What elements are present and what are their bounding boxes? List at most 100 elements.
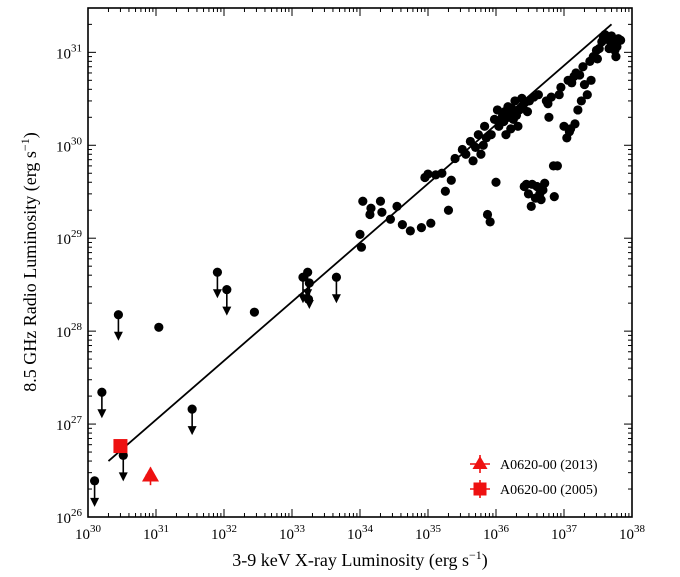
data-point — [533, 90, 543, 100]
data-point — [536, 195, 546, 205]
upper-limit-arrowhead — [304, 299, 314, 309]
fit-line-layer — [107, 23, 613, 462]
data-point — [358, 196, 368, 206]
y-tick-label-exp: 27 — [71, 414, 83, 426]
data-point — [611, 51, 621, 62]
upper-limit-arrowhead — [97, 409, 107, 419]
legend-label-2013: A0620-00 (2013) — [500, 458, 598, 473]
data-point — [578, 62, 588, 72]
x-tick-label-exp: 32 — [226, 523, 237, 535]
y-tick-label: 1027 — [56, 414, 83, 434]
x-tick-label: 1038 — [619, 523, 646, 543]
x-axis-label-sup: −1 — [469, 548, 482, 562]
y-tick-label-base: 10 — [56, 232, 71, 248]
data-point — [546, 92, 556, 102]
data-point — [491, 177, 501, 187]
x-tick-label: 1030 — [75, 523, 102, 543]
data-point — [426, 218, 436, 228]
data-point — [397, 220, 407, 230]
data-point — [576, 96, 586, 106]
data-point — [575, 70, 585, 80]
legend-item-2013: A0620-00 (2013) — [470, 455, 598, 473]
data-point — [549, 192, 559, 202]
data-point — [446, 175, 456, 185]
upper-limit-arrowhead — [187, 426, 197, 436]
y-tick-label: 1030 — [56, 135, 83, 155]
x-tick-label-exp: 36 — [498, 523, 510, 535]
fit-line — [107, 23, 613, 462]
y-tick-label-exp: 26 — [71, 507, 83, 519]
y-tick-label-exp: 31 — [71, 42, 82, 54]
data-points — [89, 30, 626, 507]
upper-limit-arrowhead — [222, 306, 232, 316]
data-point — [355, 229, 365, 239]
data-point — [544, 112, 554, 122]
square-point — [113, 439, 128, 454]
upper-limit-arrowhead — [331, 294, 341, 304]
legend-square-marker — [473, 482, 487, 496]
data-point — [385, 214, 396, 224]
x-tick-label-exp: 37 — [566, 523, 578, 535]
data-point — [392, 201, 402, 211]
y-tick-label: 1031 — [56, 42, 82, 62]
data-point — [377, 207, 387, 217]
y-tick-label-base: 10 — [56, 511, 71, 527]
x-tick-label-base: 10 — [279, 527, 294, 543]
data-point — [416, 223, 427, 233]
x-tick-label: 1036 — [483, 523, 510, 543]
x-tick-label-exp: 31 — [158, 523, 169, 535]
data-point — [356, 242, 367, 252]
x-tick-label-base: 10 — [619, 527, 634, 543]
data-point — [486, 130, 496, 140]
data-point — [443, 205, 454, 215]
y-tick-label-base: 10 — [56, 139, 71, 155]
triangle-point — [141, 466, 159, 482]
y-axis-label-main: 8.5 GHz Radio Luminosity (erg s — [20, 151, 41, 392]
data-point — [375, 196, 386, 206]
x-axis-label: 3-9 keV X-ray Luminosity (erg s−1) — [232, 548, 488, 571]
data-point — [556, 82, 566, 92]
x-tick-label-base: 10 — [347, 527, 362, 543]
y-axis-label: 8.5 GHz Radio Luminosity (erg s−1) — [18, 132, 41, 391]
data-point — [579, 79, 590, 90]
y-tick-label-exp: 28 — [71, 321, 83, 333]
x-tick-label-base: 10 — [143, 527, 158, 543]
data-point — [249, 307, 260, 317]
data-point — [480, 121, 490, 131]
legend-triangle-marker — [472, 456, 488, 469]
data-point — [489, 114, 500, 124]
x-axis-label-end: ) — [482, 550, 488, 571]
x-tick-label-exp: 33 — [294, 523, 306, 535]
data-point — [586, 75, 596, 85]
data-point — [507, 103, 517, 113]
upper-limit-arrowhead — [113, 331, 123, 341]
data-point — [154, 322, 164, 332]
x-tick-label-exp: 35 — [430, 523, 442, 535]
x-tick-label: 1034 — [347, 523, 374, 543]
plot-frame — [87, 7, 633, 518]
data-point — [616, 35, 626, 45]
y-tick-label-exp: 30 — [71, 135, 83, 147]
data-point — [366, 203, 376, 213]
data-point — [485, 217, 495, 227]
upper-limit-arrowhead — [118, 472, 128, 482]
data-point — [465, 136, 475, 147]
data-point — [478, 140, 488, 150]
x-axis-label-main: 3-9 keV X-ray Luminosity (erg s — [232, 550, 469, 571]
x-tick-label-base: 10 — [551, 527, 566, 543]
data-point — [423, 169, 433, 179]
data-point — [540, 178, 550, 188]
data-point — [522, 107, 533, 117]
y-tick-label-base: 10 — [56, 46, 71, 62]
x-tick-label-exp: 34 — [362, 523, 374, 535]
data-point — [440, 186, 450, 196]
data-point — [513, 121, 523, 131]
data-point — [473, 130, 483, 140]
x-tick-label-base: 10 — [211, 527, 226, 543]
data-point — [468, 156, 478, 166]
y-tick-label-exp: 29 — [71, 228, 83, 240]
data-point — [476, 149, 486, 159]
legend: A0620-00 (2013) A0620-00 (2005) — [470, 455, 598, 498]
